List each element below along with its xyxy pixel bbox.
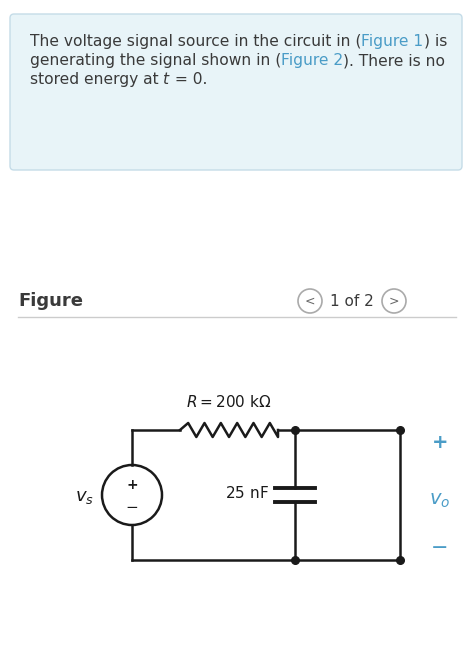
Text: t: t bbox=[164, 72, 170, 87]
Text: −: − bbox=[126, 500, 138, 514]
Text: The voltage signal source in the circuit in (: The voltage signal source in the circuit… bbox=[30, 34, 362, 49]
Text: $v_o$: $v_o$ bbox=[429, 490, 451, 510]
Text: $v_s$: $v_s$ bbox=[74, 488, 93, 506]
Text: <: < bbox=[305, 294, 315, 308]
Text: Figure 2: Figure 2 bbox=[282, 53, 344, 68]
FancyBboxPatch shape bbox=[10, 14, 462, 170]
Text: +: + bbox=[432, 432, 448, 452]
Text: stored energy at: stored energy at bbox=[30, 72, 164, 87]
Text: >: > bbox=[389, 294, 399, 308]
Text: 1 of 2: 1 of 2 bbox=[330, 294, 374, 308]
Text: +: + bbox=[126, 478, 138, 492]
Text: −: − bbox=[431, 538, 449, 558]
Text: Figure 1: Figure 1 bbox=[362, 34, 424, 49]
Text: $R = 200\ \mathrm{k\Omega}$: $R = 200\ \mathrm{k\Omega}$ bbox=[186, 394, 272, 410]
Text: generating the signal shown in (: generating the signal shown in ( bbox=[30, 53, 282, 68]
Text: $25\ \mathrm{nF}$: $25\ \mathrm{nF}$ bbox=[225, 485, 269, 501]
Text: Figure: Figure bbox=[18, 292, 83, 310]
Text: ) is: ) is bbox=[424, 34, 447, 49]
Text: = 0.: = 0. bbox=[170, 72, 207, 87]
Text: ). There is no: ). There is no bbox=[344, 53, 446, 68]
